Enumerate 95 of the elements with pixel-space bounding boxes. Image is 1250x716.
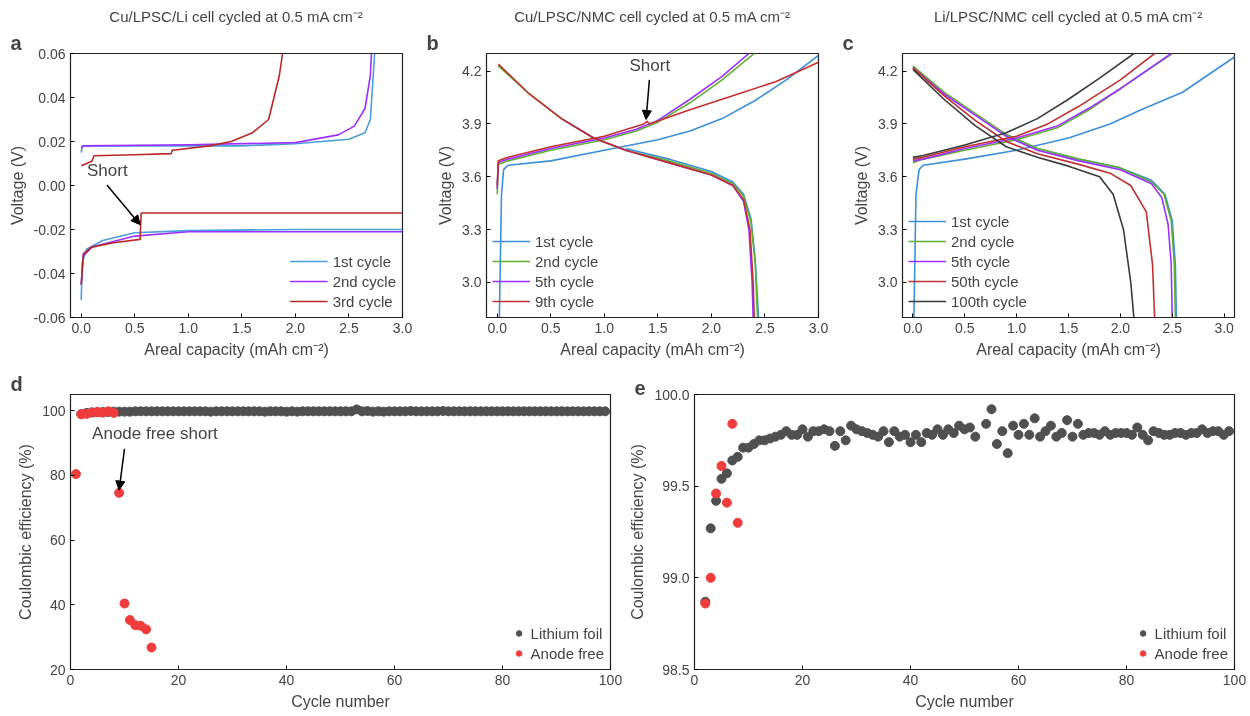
y-tick-label: 3.6 xyxy=(462,168,482,185)
y-tick-label: 3.0 xyxy=(462,274,482,291)
y-tick-label: 0.04 xyxy=(38,89,66,106)
y-tick-label: 0.02 xyxy=(38,133,66,150)
legend-label: 1st cycle xyxy=(951,212,1010,230)
x-tick-label: 100 xyxy=(598,671,623,688)
x-tick-label: 1.5 xyxy=(1058,319,1079,336)
x-tick-label: 0.5 xyxy=(955,319,975,336)
y-tick-label: -0.02 xyxy=(33,221,66,238)
annotation: Short xyxy=(629,55,671,75)
y-tick-label: 3.3 xyxy=(878,221,898,238)
x-tick-label: 3.0 xyxy=(808,319,829,336)
x-tick-label: 3.0 xyxy=(1214,319,1235,336)
legend-label: Lithium foil xyxy=(1154,624,1227,642)
y-tick-label: 98.5 xyxy=(662,661,690,678)
legend-label: 3rd cycle xyxy=(332,292,393,310)
y-tick-label: 3.9 xyxy=(462,115,482,132)
annotation: Short xyxy=(86,160,128,180)
text: a xyxy=(10,31,23,54)
y-tick-label: 3.0 xyxy=(878,274,898,291)
y-tick-label: 99.0 xyxy=(662,569,690,586)
text: b xyxy=(426,31,439,54)
y-axis-title: Voltage (V) xyxy=(437,145,455,226)
legend-label: 2nd cycle xyxy=(951,232,1015,250)
x-axis-title: Areal capacity (mAh cm⁻²) xyxy=(144,340,329,358)
y-tick-label: 100.0 xyxy=(654,386,690,403)
y-tick-label: 100 xyxy=(42,402,66,419)
y-tick-label: 60 xyxy=(49,532,66,549)
legend-label: 1st cycle xyxy=(535,232,594,250)
x-tick-label: 0.5 xyxy=(541,319,561,336)
legend-label: 2nd cycle xyxy=(535,252,599,270)
chart-title: Cu/LPSC/Li cell cycled at 0.5 mA cm⁻² xyxy=(109,7,363,25)
y-tick-label: 0.00 xyxy=(38,177,66,194)
y-axis-title: Voltage (V) xyxy=(853,145,871,226)
x-tick-label: 2.5 xyxy=(755,319,775,336)
y-tick-label: 4.2 xyxy=(462,63,482,80)
x-tick-label: 1.0 xyxy=(594,319,615,336)
x-tick-label: 3.0 xyxy=(392,319,413,336)
x-tick-label: 0 xyxy=(690,671,699,688)
chart-title: Li/LPSC/NMC cell cycled at 0.5 mA cm⁻² xyxy=(933,7,1203,25)
x-tick-label: 0 xyxy=(66,671,75,688)
y-tick-label: 80 xyxy=(49,467,66,484)
y-tick-label: 40 xyxy=(49,596,66,613)
x-tick-label: 2.0 xyxy=(701,319,722,336)
x-tick-label: 1.5 xyxy=(232,319,252,336)
x-axis-title: Cycle number xyxy=(291,692,391,710)
legend-label: Lithium foil xyxy=(530,624,603,642)
text: d xyxy=(10,372,23,395)
x-axis-title: Areal capacity (mAh cm⁻²) xyxy=(560,340,745,358)
x-tick-label: 1.0 xyxy=(178,319,199,336)
y-tick-label: 99.5 xyxy=(662,478,690,495)
x-axis-title: Cycle number xyxy=(915,692,1015,710)
legend-label: 100th cycle xyxy=(951,292,1027,310)
x-tick-label: 1.5 xyxy=(648,319,668,336)
x-tick-label: 20 xyxy=(794,671,811,688)
x-tick-label: 1.0 xyxy=(1006,319,1027,336)
text: e xyxy=(634,376,646,399)
y-axis-title: Voltage (V) xyxy=(8,145,26,226)
y-tick-label: -0.04 xyxy=(33,265,66,282)
legend-label: 9th cycle xyxy=(535,292,595,310)
x-tick-label: 2.0 xyxy=(285,319,306,336)
x-tick-label: 60 xyxy=(386,671,403,688)
x-tick-label: 2.5 xyxy=(1162,319,1183,336)
y-tick-label: 4.2 xyxy=(878,63,898,80)
legend-label: Anode free xyxy=(530,644,604,662)
legend-label: 5th cycle xyxy=(951,252,1011,270)
x-tick-label: 100 xyxy=(1222,671,1247,688)
x-tick-label: 0.0 xyxy=(487,319,508,336)
x-tick-label: 20 xyxy=(170,671,187,688)
y-tick-label: 3.3 xyxy=(462,221,482,238)
y-axis-title: Coulombic efficiency (%) xyxy=(17,444,35,620)
y-tick-label: 3.9 xyxy=(878,115,898,132)
x-tick-label: 60 xyxy=(1010,671,1027,688)
x-tick-label: 40 xyxy=(278,671,295,688)
y-tick-label: -0.06 xyxy=(33,309,66,326)
chart-title: Cu/LPSC/NMC cell cycled at 0.5 mA cm⁻² xyxy=(514,7,791,25)
x-tick-label: 80 xyxy=(1118,671,1135,688)
x-tick-label: 0.0 xyxy=(71,319,92,336)
legend-label: Anode free xyxy=(1154,644,1228,662)
legend-label: 2nd cycle xyxy=(332,272,396,290)
legend-label: 1st cycle xyxy=(332,252,391,270)
x-axis-title: Areal capacity (mAh cm⁻²) xyxy=(976,340,1161,358)
x-tick-label: 80 xyxy=(494,671,511,688)
y-axis-title: Coulombic efficiency (%) xyxy=(629,444,647,620)
x-tick-label: 0.5 xyxy=(125,319,145,336)
x-tick-label: 2.5 xyxy=(339,319,359,336)
text: c xyxy=(842,31,854,54)
x-tick-label: 40 xyxy=(902,671,919,688)
y-tick-label: 3.6 xyxy=(878,168,898,185)
x-tick-label: 2.0 xyxy=(1110,319,1131,336)
annotation: Anode free short xyxy=(92,424,219,444)
legend-label: 50th cycle xyxy=(951,272,1019,290)
legend-label: 5th cycle xyxy=(535,272,595,290)
y-tick-label: 0.06 xyxy=(38,45,66,62)
x-tick-label: 0.0 xyxy=(903,319,923,336)
